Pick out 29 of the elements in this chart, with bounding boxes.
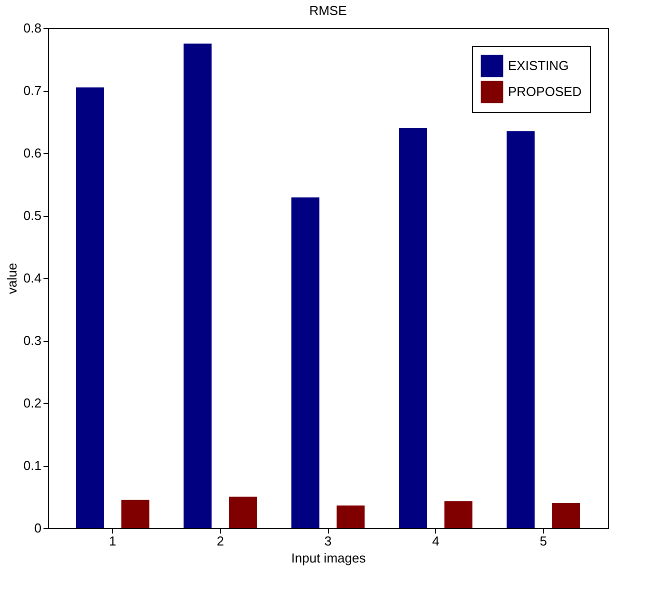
bar: [184, 44, 212, 528]
x-tick-label: 2: [216, 534, 224, 548]
y-tick-label: 0: [34, 520, 42, 536]
y-tick-label: 0.4: [23, 270, 42, 286]
bar: [291, 197, 320, 528]
x-axis-title: Input images: [291, 550, 366, 566]
bar: [399, 128, 428, 528]
y-tick-label: 0.1: [23, 458, 42, 473]
legend-label: EXISTING: [508, 58, 569, 73]
bar: [552, 503, 580, 528]
y-tick-label: 0.3: [23, 333, 42, 348]
x-tick-label: 4: [432, 534, 440, 548]
x-tick-label: 3: [324, 534, 332, 548]
bar: [228, 496, 257, 528]
y-tick-label: 0.8: [23, 20, 42, 36]
bar: [336, 506, 365, 528]
x-tick-label: 5: [540, 534, 547, 548]
bar: [76, 87, 104, 528]
bar: [506, 131, 535, 528]
y-tick-label: 0.2: [23, 396, 42, 410]
x-tick-label: 1: [109, 534, 116, 548]
chart-title: RMSE: [309, 3, 348, 18]
y-tick-label: 0.5: [23, 208, 42, 223]
legend-label: PROPOSED: [508, 84, 582, 99]
y-axis-title: value: [4, 262, 20, 294]
bar: [444, 501, 472, 528]
bar: [121, 500, 150, 528]
y-tick-label: 0.6: [23, 146, 42, 160]
y-tick-label: 0.7: [23, 83, 42, 98]
